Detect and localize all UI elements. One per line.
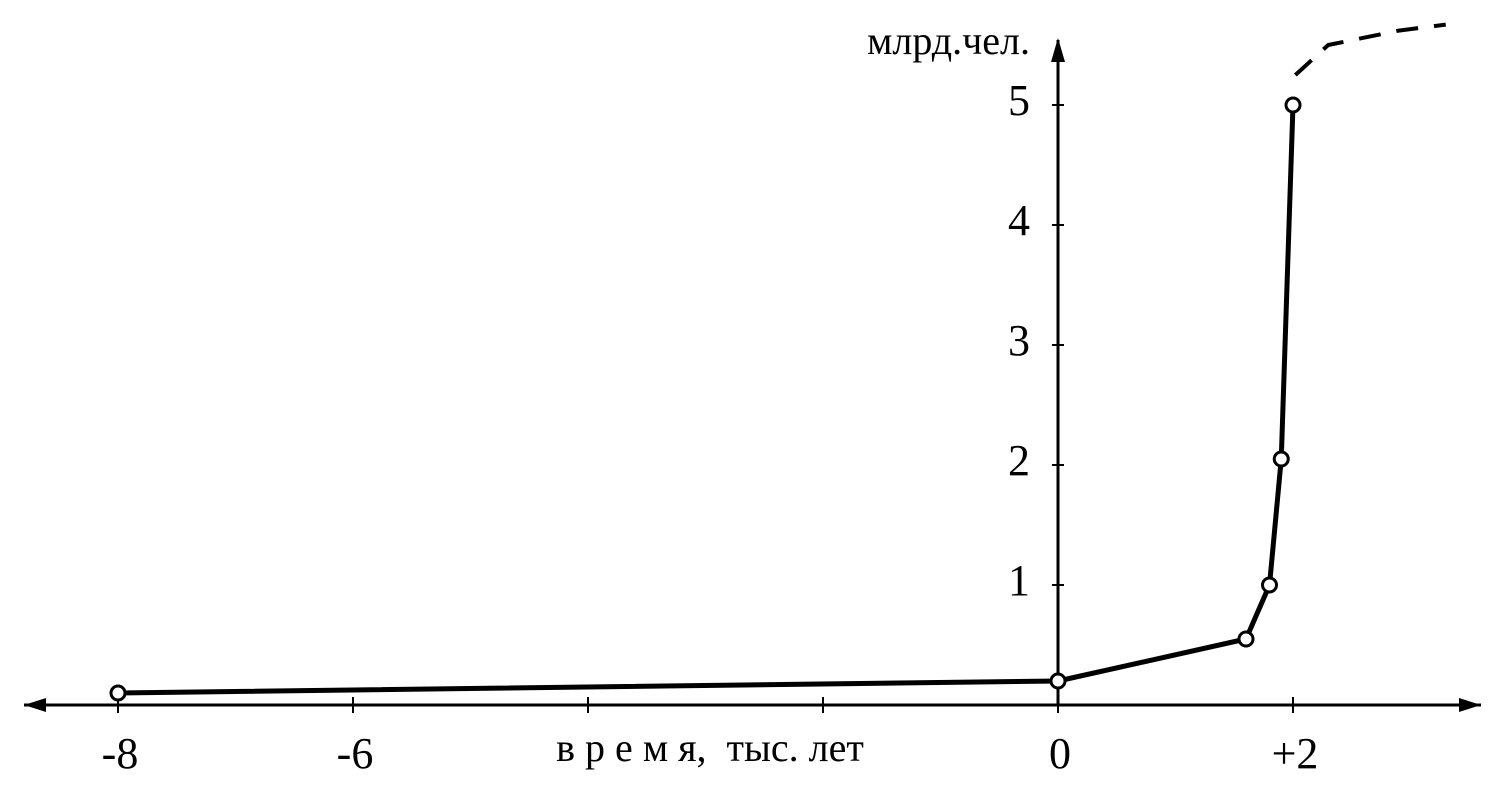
data-point — [1237, 630, 1255, 648]
x-tick-label: -6 — [337, 729, 374, 778]
series-line — [117, 104, 1296, 696]
x-axis-label: в р е м я, тыс. лет — [556, 725, 864, 770]
x-tick-label: -8 — [102, 729, 139, 778]
y-tick-label: 4 — [1008, 196, 1030, 245]
y-axis-label: млрд.чел. — [867, 18, 1030, 63]
y-tick-label: 1 — [1008, 556, 1030, 605]
data-point — [1049, 672, 1067, 690]
data-point — [1261, 576, 1278, 594]
data-point — [109, 684, 127, 702]
y-tick-label: 3 — [1008, 316, 1030, 365]
data-point — [1284, 96, 1302, 114]
x-tick-label: 0 — [1049, 729, 1071, 778]
series-line — [1294, 22, 1447, 77]
y-tick-label: 5 — [1008, 76, 1030, 125]
x-tick-label: +2 — [1272, 729, 1319, 778]
y-axis-arrow — [1051, 38, 1065, 62]
y-tick-label: 2 — [1008, 436, 1030, 485]
data-point — [1272, 450, 1290, 468]
